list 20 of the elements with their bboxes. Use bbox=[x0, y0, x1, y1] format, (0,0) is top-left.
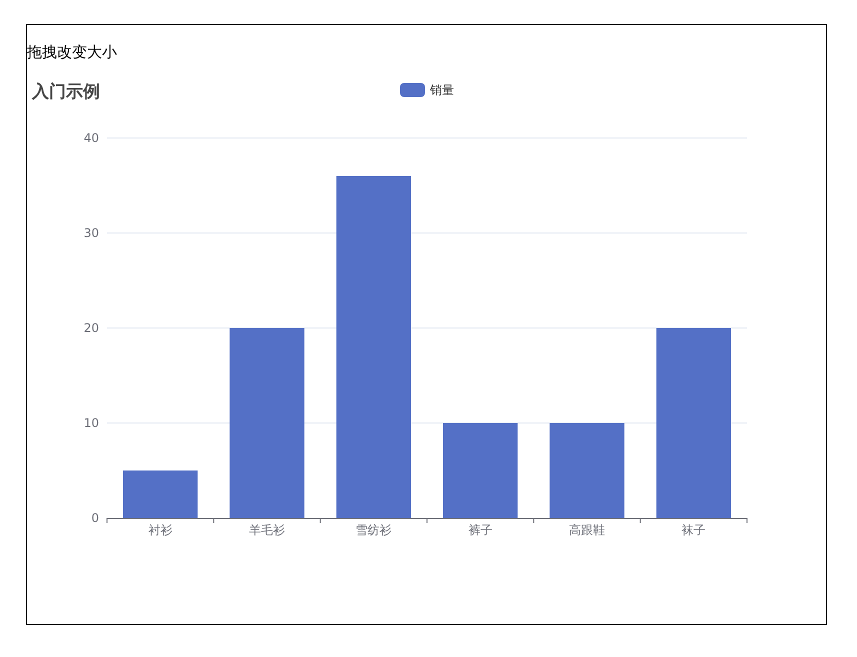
bar bbox=[550, 423, 624, 518]
x-tick-label: 羊毛衫 bbox=[249, 523, 285, 537]
y-tick-label: 20 bbox=[84, 321, 99, 335]
x-tick-label: 雪纺衫 bbox=[356, 523, 392, 537]
x-tick-label: 裤子 bbox=[468, 523, 492, 537]
x-tick-label: 袜子 bbox=[682, 523, 706, 537]
y-tick-label: 0 bbox=[91, 511, 99, 525]
bar bbox=[443, 423, 518, 518]
y-tick-label: 10 bbox=[84, 416, 99, 430]
bar bbox=[230, 328, 304, 518]
chart-title: 入门示例 bbox=[31, 82, 100, 102]
x-tick-label: 高跟鞋 bbox=[569, 523, 605, 537]
x-tick-label: 衬衫 bbox=[148, 523, 172, 537]
legend-label: 销量 bbox=[429, 83, 454, 97]
bar bbox=[336, 176, 411, 518]
text: 拖拽改变大小 bbox=[26, 43, 117, 61]
bar bbox=[656, 328, 731, 518]
y-tick-label: 40 bbox=[84, 131, 99, 145]
bar bbox=[123, 470, 198, 518]
y-tick-label: 30 bbox=[84, 226, 99, 240]
